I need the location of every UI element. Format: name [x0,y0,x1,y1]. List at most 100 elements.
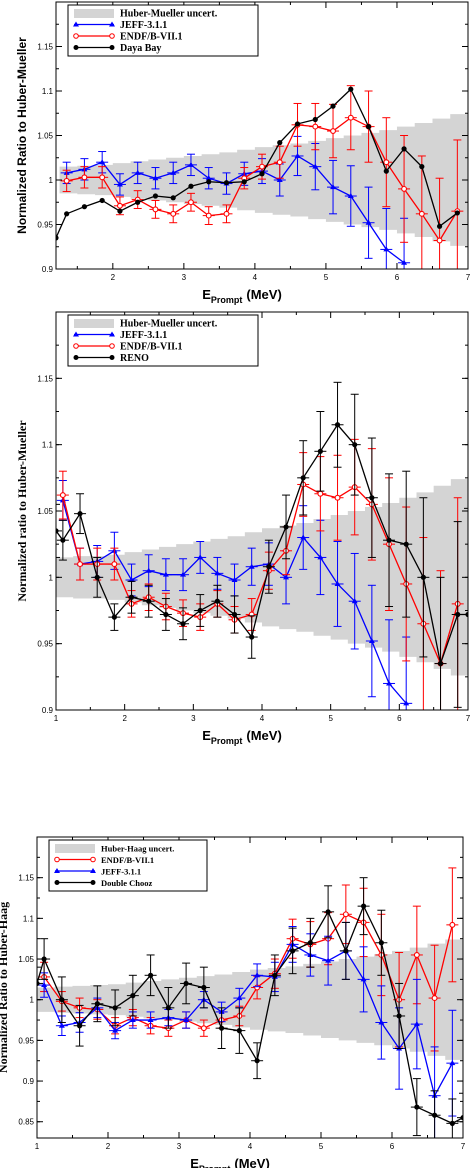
legend-label: ENDF/B-VII.1 [120,342,183,353]
data-point [401,185,408,192]
x-tick-label: 7 [466,714,470,723]
data-point [60,537,66,543]
data-point [197,554,204,560]
x-tick-label: 4 [260,714,265,723]
data-point [236,1028,242,1034]
data-point [223,180,230,186]
y-tick-label: 1.15 [18,874,34,883]
legend-marker [109,45,115,50]
data-point [58,1022,65,1028]
data-point [300,475,306,481]
data-point [116,202,123,209]
series-line [66,155,405,264]
data-point [342,911,349,918]
data-point [449,921,456,928]
x-tick-label: 7 [461,1142,466,1151]
data-point [312,163,319,169]
legend-label: JEFF-3.1.1 [101,867,141,877]
data-point [129,1017,136,1023]
data-point [116,181,123,187]
legend: Huber-Mueller uncert.JEFF-3.1.1ENDF/B-VI… [67,314,259,367]
x-tick-label: 3 [177,1142,182,1151]
data-point [401,146,407,152]
data-point [112,1005,118,1011]
data-point [241,179,247,185]
data-point [183,1017,190,1023]
data-point [188,199,194,206]
legend: Huber-Haag uncert.ENDF/B-VII.1 JEFF-3.1.1… [48,839,208,892]
x-axis-label: EPrompt(MeV) [202,287,282,305]
data-point [290,948,296,954]
data-point [312,116,318,123]
data-point [449,1120,455,1126]
data-point [56,528,59,534]
data-point [148,972,154,978]
data-point [431,995,438,1002]
data-point [325,909,331,915]
legend-marker [90,880,96,885]
data-point [236,995,243,1001]
data-point [413,1021,420,1027]
legend: Huber-Mueller uncert.JEFF-3.1.1ENDF/B-VI… [67,4,259,57]
y-tick-label: 0.95 [18,1036,34,1045]
legend-marker [54,868,60,873]
x-tick-label: 5 [319,1142,324,1151]
data-point [41,956,47,962]
legend-marker [54,856,60,863]
data-point [165,1005,171,1011]
data-point [259,163,265,170]
y-tick-label: 1.05 [18,955,34,964]
data-point [383,168,389,174]
data-point [63,177,70,184]
legend-label: Daya Bay [120,43,161,54]
data-point [231,576,238,582]
legend-swatch-band [55,844,95,853]
data-point [454,210,460,216]
data-point [205,175,212,181]
x-tick-label: 7 [466,273,470,282]
data-point [383,159,390,166]
uncertainty-band [56,471,468,684]
data-point [180,621,186,627]
y-axis-label: Normalized ratio to Huber-Mueller [15,420,29,602]
uncertainty-band [59,108,468,252]
x-tick-label: 6 [395,273,400,282]
data-point [420,574,426,580]
data-point [460,1115,463,1121]
legend-swatch-band [74,319,114,328]
data-point [99,174,106,181]
data-point [383,246,390,252]
legend-swatch-band [74,9,114,18]
data-point [348,86,354,92]
data-point [312,123,319,130]
data-point [183,980,189,987]
data-point [330,103,336,109]
data-point [294,152,301,158]
legend-marker [73,331,79,337]
legend-label: Huber-Mueller uncert. [120,9,218,20]
legend-label: JEFF-3.1.1 [120,20,167,31]
data-point [77,511,83,517]
series-reno [56,381,468,710]
data-point [361,903,367,909]
data-point [112,1027,119,1033]
x-tick-label: 5 [328,714,333,723]
y-axis-label: Normalized Ratio to Huber-Haag [0,902,10,1073]
data-point [300,534,307,540]
y-tick-label: 0.9 [42,265,54,274]
data-point [170,210,177,217]
plot-area [37,867,463,1138]
data-point [117,208,123,214]
data-point [201,984,207,991]
data-point [214,570,221,576]
data-point [254,972,261,978]
legend-marker [109,331,115,337]
legend-marker [109,21,115,27]
data-point [206,179,212,185]
series-daya-bay [56,86,460,241]
data-point [437,660,444,667]
data-point [436,223,443,229]
y-tick-label: 1.1 [42,441,54,450]
data-point [205,212,212,219]
